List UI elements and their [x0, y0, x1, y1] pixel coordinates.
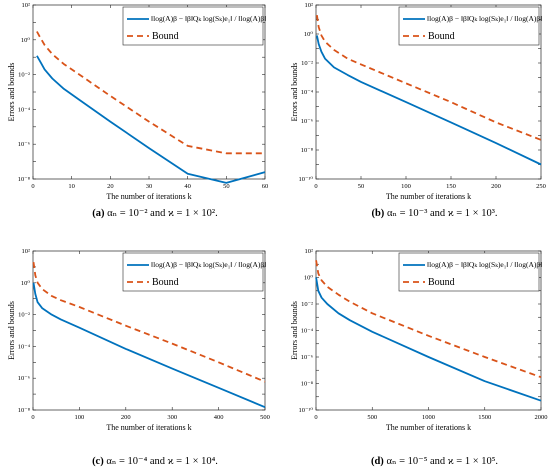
y-tick-label: 10⁻⁸: [18, 176, 31, 183]
x-tick-label: 20: [107, 183, 114, 190]
subfigure-caption-text: αₙ = 10⁻² and ϰ = 1 × 10².: [107, 208, 218, 219]
series-line-bound: [32, 261, 266, 383]
y-tick-label: 10²: [305, 248, 314, 255]
legend: [122, 252, 264, 292]
series-line-bound: [36, 31, 265, 155]
chart-panel-4: 10⁻¹⁰ 10⁻⁸ 10⁻⁶ 10⁻⁴ 10⁻² 10⁰ 10² 0 500 1000 1500 2…: [290, 248, 548, 467]
x-tick-label: 250: [536, 183, 546, 190]
subfigure-tag: (b): [371, 208, 386, 219]
legend: [122, 6, 264, 46]
legend-label-error: ‖log(A)β − ‖β‖Qₖ log(Sₖ)e₁‖ / ‖log(A)β‖: [427, 260, 542, 269]
x-tick-label: 50: [223, 183, 230, 190]
subfigure-caption-text: αₙ = 10⁻³ and ϰ = 1 × 10³.: [387, 208, 498, 219]
x-axis-label: The number of iterations k: [386, 192, 471, 201]
x-tick-label: 2000: [535, 414, 548, 421]
y-tick-label: 10⁻²: [301, 60, 313, 67]
subfigure-tag: (c): [92, 456, 106, 467]
legend-label-bound: Bound: [428, 31, 455, 42]
subfigure-caption: (d) αₙ = 10⁻⁵ and ϰ = 1 × 10⁵.: [371, 456, 498, 467]
series-line-error: [32, 282, 266, 409]
chart-panel-1: 10⁻⁸ 10⁻⁶ 10⁻⁴ 10⁻² 10⁰ 10² 0 10 20 30 40 50 60 The n…: [7, 2, 268, 219]
y-axis-label: Errors and bounds: [7, 301, 16, 360]
subfigure-caption: (c) αₙ = 10⁻⁴ and ϰ = 1 × 10⁴.: [92, 456, 218, 467]
x-tick-label: 1500: [478, 414, 491, 421]
x-tick-label: 60: [262, 183, 269, 190]
y-tick-label: 10⁻²: [301, 301, 313, 308]
x-tick-label: 1000: [422, 414, 435, 421]
y-tick-label: 10²: [22, 248, 31, 255]
series-line-bound: [315, 260, 542, 379]
legend-label-bound: Bound: [428, 277, 455, 288]
x-axis-label: The number of iterations k: [386, 423, 471, 432]
y-tick-label: 10⁻²: [18, 312, 30, 319]
x-axis-label: The number of iterations k: [106, 423, 191, 432]
y-tick-label: 10⁻⁴: [301, 328, 314, 335]
y-tick-label: 10²: [305, 2, 314, 9]
y-tick-label: 10⁻²: [18, 72, 30, 79]
subfigure-tag: (a): [92, 208, 107, 219]
x-tick-label: 0: [314, 183, 317, 190]
legend-label-error: ‖log(A)β − ‖β‖Qₖ log(Sₖ)e₁‖ / ‖log(A)β‖: [151, 260, 266, 269]
series-line-error: [316, 35, 542, 166]
subfigure-tag: (d): [371, 456, 386, 467]
series-line-error: [36, 55, 266, 184]
x-tick-label: 400: [214, 414, 224, 421]
x-tick-label: 10: [68, 183, 75, 190]
x-tick-label: 30: [146, 183, 153, 190]
series-line-error: [315, 277, 542, 402]
y-tick-label: 10⁰: [304, 275, 314, 282]
legend: [398, 6, 540, 46]
chart-panel-2: 10⁻¹⁰ 10⁻⁸ 10⁻⁶ 10⁻⁴ 10⁻² 10⁰ 10² 0 50 100 150 200 2…: [290, 2, 546, 219]
y-tick-label: 10⁻⁴: [18, 343, 31, 350]
y-tick-label: 10⁻⁸: [18, 407, 31, 414]
y-tick-label: 10⁻⁶: [301, 118, 313, 125]
x-tick-label: 500: [260, 414, 270, 421]
y-tick-label: 10⁰: [304, 31, 314, 38]
x-tick-label: 0: [31, 414, 34, 421]
y-tick-label: 10⁻⁶: [301, 354, 313, 361]
legend-label-bound: Bound: [152, 277, 179, 288]
y-tick-label: 10⁻⁶: [18, 141, 30, 148]
x-tick-label: 500: [367, 414, 377, 421]
y-tick-label: 10⁻⁴: [18, 106, 31, 113]
x-tick-label: 200: [491, 183, 501, 190]
x-tick-label: 0: [314, 414, 317, 421]
series-line-bound: [316, 14, 542, 141]
y-tick-label: 10⁻¹⁰: [299, 407, 314, 414]
y-axis-label: Errors and bounds: [290, 301, 299, 360]
subfigure-caption: (a) αₙ = 10⁻² and ϰ = 1 × 10².: [92, 208, 217, 219]
x-tick-label: 50: [358, 183, 365, 190]
x-tick-label: 150: [446, 183, 456, 190]
y-tick-label: 10⁻⁶: [18, 375, 30, 382]
chart-panel-3: 10⁻⁸ 10⁻⁶ 10⁻⁴ 10⁻² 10⁰ 10² 0 100 200 300 400 500 Th…: [7, 248, 270, 467]
x-tick-label: 100: [401, 183, 411, 190]
y-tick-label: 10⁻⁴: [301, 89, 314, 96]
x-tick-label: 100: [75, 414, 85, 421]
y-tick-label: 10²: [22, 2, 31, 9]
legend-label-error: ‖log(A)β − ‖β‖Qₖ log(Sₖ)e₁‖ / ‖log(A)β‖: [151, 14, 266, 23]
x-axis-label: The number of iterations k: [106, 192, 191, 201]
y-tick-label: 10⁻¹⁰: [299, 176, 314, 183]
y-axis-label: Errors and bounds: [7, 63, 16, 122]
legend-label-error: ‖log(A)β − ‖β‖Qₖ log(Sₖ)e₁‖ / ‖log(A)β‖: [427, 14, 542, 23]
y-tick-label: 10⁰: [21, 280, 31, 287]
y-tick-label: 10⁻⁸: [301, 147, 314, 154]
subfigure-caption: (b) αₙ = 10⁻³ and ϰ = 1 × 10³.: [371, 208, 497, 219]
x-tick-label: 300: [167, 414, 177, 421]
y-axis-label: Errors and bounds: [290, 63, 299, 122]
x-tick-label: 40: [184, 183, 191, 190]
subfigure-caption-text: αₙ = 10⁻⁵ and ϰ = 1 × 10⁵.: [386, 456, 498, 467]
subfigure-caption-text: αₙ = 10⁻⁴ and ϰ = 1 × 10⁴.: [106, 456, 218, 467]
legend-label-bound: Bound: [152, 31, 179, 42]
legend: [398, 252, 540, 292]
x-tick-label: 0: [31, 183, 34, 190]
y-tick-label: 10⁻⁸: [301, 381, 314, 388]
x-tick-label: 200: [121, 414, 131, 421]
y-tick-label: 10⁰: [21, 37, 31, 44]
